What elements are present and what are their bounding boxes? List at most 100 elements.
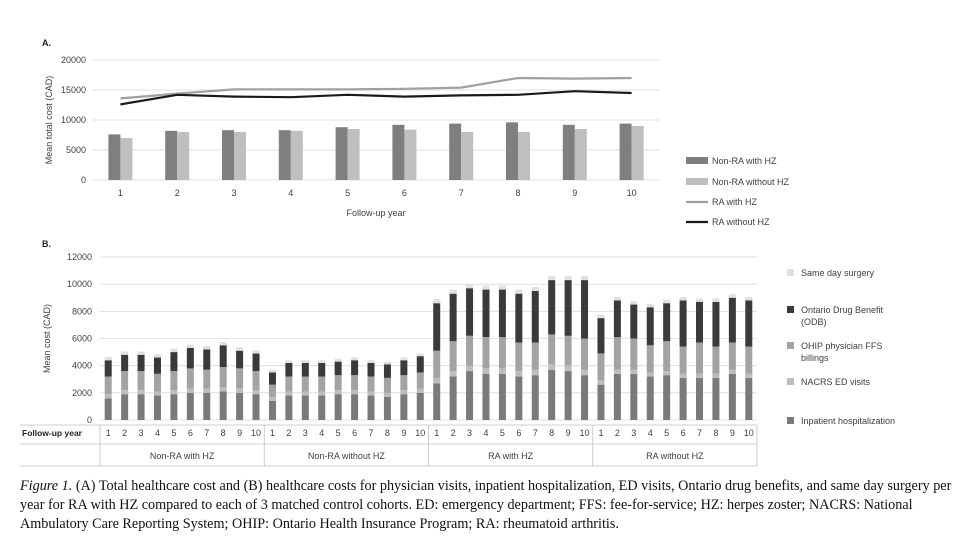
bar-b-ohip [334, 375, 342, 391]
legend-label-b: NACRS ED visits [801, 377, 871, 387]
bar-b-nacrs [646, 372, 654, 377]
bar-b-odb [531, 290, 539, 343]
bar-b-inpatient [679, 377, 687, 420]
bar-b-odb [433, 303, 441, 351]
bar-b-nacrs [498, 368, 506, 374]
legend-swatch-b [787, 378, 794, 385]
bar-b-odb [252, 353, 260, 372]
x-axis-label-a: Follow-up year [346, 208, 405, 218]
x-tick-label-b: 5 [336, 428, 341, 438]
bar-b-nacrs [433, 377, 441, 384]
bar-b-sds [367, 360, 375, 363]
y-tick-label-a: 5000 [66, 145, 86, 155]
bar-b-inpatient [696, 377, 704, 420]
bar-a-nonra-nohz [290, 130, 303, 180]
bar-b-nacrs [581, 369, 589, 376]
legend-swatch-b [787, 306, 794, 313]
bar-a-nonra-hz [222, 130, 234, 180]
line-a-ra-nohz [120, 90, 632, 106]
x-tick-label-b: 8 [549, 428, 554, 438]
bar-b-odb [268, 372, 276, 385]
bar-b-nacrs [285, 391, 293, 396]
group-label-b: Non-RA with HZ [150, 451, 215, 461]
bar-b-sds [581, 276, 589, 281]
x-tick-label-b: 7 [369, 428, 374, 438]
bar-b-ohip [383, 377, 391, 393]
bar-b-nacrs [383, 392, 391, 397]
bar-b-sds [613, 297, 621, 301]
bar-b-ohip [121, 371, 129, 391]
bar-b-odb [466, 288, 474, 336]
x-tick-label-b: 1 [598, 428, 603, 438]
bar-b-inpatient [252, 394, 260, 420]
bar-b-odb [400, 360, 408, 376]
bar-b-sds [383, 361, 391, 365]
bar-b-ohip [646, 345, 654, 373]
bar-b-odb [367, 362, 375, 377]
bar-b-nacrs [104, 394, 112, 399]
bar-b-inpatient [318, 395, 326, 420]
bar-b-sds [351, 357, 359, 361]
chart-a: A. 0 5000 10000 15000 20000 Mean total cost (C… [42, 38, 790, 227]
bar-b-odb [745, 300, 753, 347]
bar-a-nonra-nohz [234, 132, 246, 180]
bar-b-ohip [433, 350, 441, 378]
bar-b-nacrs [416, 388, 424, 393]
bar-b-sds [186, 344, 194, 349]
x-tick-label-a: 8 [515, 188, 520, 198]
bar-b-sds [170, 348, 178, 353]
bar-b-sds [597, 314, 605, 319]
bar-b-nacrs [679, 373, 687, 378]
x-tick-label-b: 10 [580, 428, 590, 438]
y-tick-label-b: 12000 [67, 252, 92, 262]
x-tick-label-b: 8 [385, 428, 390, 438]
bar-b-odb [104, 360, 112, 377]
bar-b-nacrs [466, 365, 474, 372]
x-tick-label-a: 9 [572, 188, 577, 198]
x-tick-label-b: 4 [319, 428, 324, 438]
bar-b-nacrs [696, 373, 704, 378]
bar-b-inpatient [268, 400, 276, 420]
bar-b-sds [696, 298, 704, 302]
bar-b-nacrs [219, 387, 227, 392]
bar-b-odb [498, 289, 506, 338]
legend-label-a: Non-RA without HZ [712, 177, 790, 187]
bar-b-inpatient [186, 392, 194, 420]
bar-b-inpatient [153, 395, 161, 420]
legend-label-b: Inpatient hospitalization [801, 416, 895, 426]
y-axis-label-b: Mean cost (CAD) [42, 304, 52, 373]
bar-b-ohip [104, 376, 112, 395]
bar-b-nacrs [252, 390, 260, 395]
x-tick-label-b: 6 [681, 428, 686, 438]
x-tick-label-b: 9 [566, 428, 571, 438]
bar-b-inpatient [663, 375, 671, 420]
bar-b-inpatient [564, 371, 572, 420]
bar-b-ohip [153, 373, 161, 392]
bar-b-sds [712, 298, 720, 302]
bar-b-ohip [482, 337, 490, 369]
y-tick-label-a: 0 [81, 175, 86, 185]
bar-b-ohip [679, 346, 687, 374]
bar-b-nacrs [728, 369, 736, 374]
bar-a-nonra-hz [278, 130, 291, 180]
y-tick-label-b: 4000 [72, 361, 92, 371]
bar-b-sds [301, 360, 309, 363]
bar-b-nacrs [334, 390, 342, 395]
bar-b-sds [531, 286, 539, 291]
bar-b-inpatient [351, 394, 359, 420]
group-label-b: RA with HZ [488, 451, 534, 461]
bar-b-inpatient [548, 369, 556, 420]
bar-b-sds [285, 360, 293, 363]
bar-b-nacrs [531, 369, 539, 376]
bar-b-odb [449, 293, 457, 342]
bar-b-sds [482, 285, 490, 290]
bar-b-ohip [728, 342, 736, 370]
panel-b-label: B. [42, 239, 51, 249]
bar-b-inpatient [416, 392, 424, 420]
bar-a-nonra-nohz [120, 138, 133, 180]
bar-b-nacrs [712, 373, 720, 378]
x-tick-label-b: 7 [204, 428, 209, 438]
bar-b-ohip [597, 353, 605, 381]
x-tick-label-b: 8 [221, 428, 226, 438]
x-tick-label-b: 6 [188, 428, 193, 438]
